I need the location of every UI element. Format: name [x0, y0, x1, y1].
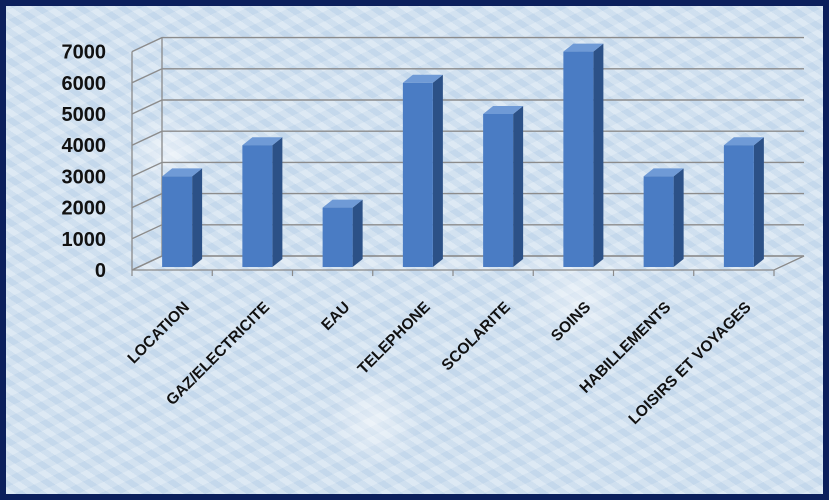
- floor: [131, 255, 805, 271]
- bar-side: [753, 137, 764, 267]
- y-tick-label: 0: [95, 260, 106, 282]
- gridline: [131, 224, 804, 240]
- y-axis-ticks: 0 1000 2000 3000 4000 5000 6000 7000: [62, 42, 107, 282]
- bar-front: [322, 207, 353, 267]
- bar-side: [673, 168, 684, 267]
- bar: [322, 199, 363, 267]
- bar-front: [242, 145, 273, 267]
- gridline: [131, 192, 804, 209]
- bar-top: [483, 106, 524, 114]
- bar-side: [192, 168, 203, 267]
- bar-side: [432, 74, 443, 267]
- y-tick-label: 6000: [62, 73, 107, 95]
- bar-front: [723, 145, 754, 267]
- bar-side: [593, 43, 604, 267]
- bar-top: [402, 74, 443, 83]
- bar-top: [723, 137, 764, 146]
- bars: [162, 43, 764, 267]
- bar-side: [513, 106, 524, 267]
- bar-top: [242, 137, 283, 146]
- bar-chart: 0 1000 2000 3000 4000 5000 6000 7000 LOCATIONGA…: [62, 36, 805, 428]
- gridline: [131, 99, 804, 115]
- bar: [162, 168, 203, 267]
- chart-walls: [131, 37, 805, 271]
- y-tick-label: 1000: [62, 229, 107, 251]
- gridline: [131, 36, 804, 53]
- y-tick-label: 2000: [62, 198, 107, 220]
- bar: [483, 106, 524, 267]
- bar: [402, 74, 443, 267]
- bar-side: [272, 137, 283, 267]
- x-tick-label: EAU: [318, 299, 353, 334]
- y-tick-label: 3000: [62, 166, 107, 188]
- gridline: [131, 130, 804, 146]
- bar-top: [322, 199, 363, 208]
- y-tick-label: 4000: [62, 135, 107, 157]
- x-tick-label: TELEPHONE: [355, 299, 434, 378]
- bar: [563, 43, 604, 267]
- y-tick-label: 7000: [62, 42, 107, 64]
- gridline: [131, 161, 804, 178]
- gridline: [131, 68, 804, 84]
- bar: [643, 168, 684, 267]
- bar-front: [483, 114, 514, 267]
- bar-top: [643, 168, 684, 177]
- y-tick-label: 5000: [62, 104, 107, 126]
- x-tick-label: SOINS: [548, 299, 594, 345]
- bar-front: [162, 176, 193, 267]
- bar-front: [643, 176, 674, 267]
- bar: [723, 137, 764, 267]
- bar-side: [352, 199, 363, 267]
- gridlines: [131, 36, 804, 276]
- bar: [242, 137, 283, 267]
- bar-top: [563, 43, 604, 52]
- x-tick-label: LOCATION: [125, 299, 193, 367]
- bar-front: [563, 51, 594, 267]
- bar-top: [162, 168, 203, 177]
- bar-front: [402, 82, 433, 267]
- x-tick-label: SCOLARITE: [439, 299, 514, 374]
